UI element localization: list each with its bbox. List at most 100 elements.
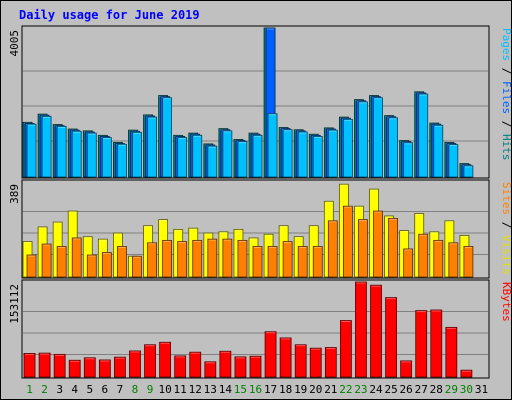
bar-pages [117,143,127,178]
x-axis-labels: 1 2 3 4 5 6 7 8 9 10 11 12 13 14 15 16 17 18 19 20 21 22 23 24 2… [26,383,488,396]
bar-sites [132,255,142,278]
x-tick-label: 22 [339,383,352,396]
bar-sites [312,246,323,278]
x-tick-label: 26 [400,383,413,396]
panel-middle: 389 Sites / Visits [8,179,512,279]
bar-pages [41,115,52,178]
bar-pages [327,129,338,178]
bar-kbytes [324,347,337,378]
x-tick-label: 2 [41,383,48,396]
x-tick-label: 13 [204,383,217,396]
bar-kbytes [430,309,443,378]
bar-kbytes [279,337,292,378]
x-tick-label: 12 [189,383,202,396]
bar-sites [448,242,459,278]
bar-kbytes [385,297,397,378]
y-max-label: 4005 [8,30,21,57]
bar-kbytes [159,341,172,378]
x-tick-label: 14 [219,383,233,396]
side-label-part: KBytes [500,282,512,322]
bar-pages [373,97,383,178]
side-label-part: Pages [500,28,512,61]
bar-pages [162,97,173,178]
side-label-part: / [500,215,512,235]
panel-bottom: 153112 KBytes [8,279,512,379]
bar-pages [101,137,112,178]
bar-kbytes [219,350,232,378]
bar-sites [41,243,52,278]
bar-pages [207,145,218,178]
bar-kbytes [339,320,352,378]
bar-sites [237,239,248,278]
bar-sites [207,238,218,278]
bar-sites [26,254,37,278]
bar-pages [388,117,398,178]
bar-sites [327,220,338,278]
bar-pages [418,93,429,178]
bar-sites [403,248,414,278]
bar-kbytes [129,350,141,378]
x-tick-label: 10 [158,383,171,396]
panel-top: 4005 Pages / Files / Hits [8,25,512,179]
bar-kbytes [204,361,217,378]
x-tick-label: 21 [324,383,337,396]
side-label-part: Hits [500,134,512,161]
x-tick-label: 20 [309,383,322,396]
x-tick-label: 28 [430,383,443,396]
side-label-part: / [500,61,512,81]
side-label-part: Files [500,81,512,114]
bar-sites [162,239,173,278]
bar-kbytes [264,331,277,378]
bar-kbytes [370,284,382,378]
x-tick-label: 24 [369,383,383,396]
bar-pages [237,141,248,178]
bar-kbytes [460,369,473,378]
bar-kbytes [98,359,111,378]
x-tick-label: 30 [460,383,473,396]
y-max-label: 153112 [8,284,21,324]
x-tick-label: 15 [234,383,247,396]
bar-kbytes [249,355,262,378]
bar-pages [358,101,368,178]
bar-sites [433,239,444,278]
x-tick-label: 4 [71,383,78,396]
bar-kbytes [355,281,367,378]
bar-sites [101,252,112,278]
bar-kbytes [23,353,36,378]
bar-kbytes [83,357,96,378]
bar-kbytes [38,352,51,378]
bar-kbytes [400,360,413,378]
bar-kbytes [234,356,247,378]
bar-sites [373,210,383,278]
series-sites [26,205,474,278]
x-tick-label: 18 [279,383,292,396]
bar-pages [132,131,142,178]
bar-pages [252,134,263,178]
bar-sites [71,237,82,278]
bar-sites [222,238,233,278]
bar-pages [433,124,444,178]
bar-sites [86,254,97,278]
bar-kbytes [309,347,322,378]
x-tick-label: 9 [147,383,154,396]
bar-pages [56,126,67,178]
bar-sites [56,246,67,278]
x-tick-label: 7 [117,383,124,396]
y-max-label: 389 [8,184,21,204]
bar-pages [192,134,203,178]
bar-kbytes [189,351,202,378]
x-tick-label: 23 [354,383,367,396]
bar-pages [26,123,37,178]
bar-kbytes [415,310,428,378]
bar-sites [282,241,293,278]
bar-kbytes [53,353,66,378]
bar-sites [342,205,353,278]
bar-sites [177,241,188,278]
series-side-label: KBytes [500,282,512,322]
x-tick-label: 29 [445,383,458,396]
bar-sites [388,217,398,278]
side-label-part: Sites [500,182,512,215]
bar-sites [358,219,368,278]
series-kbytes [23,281,473,378]
